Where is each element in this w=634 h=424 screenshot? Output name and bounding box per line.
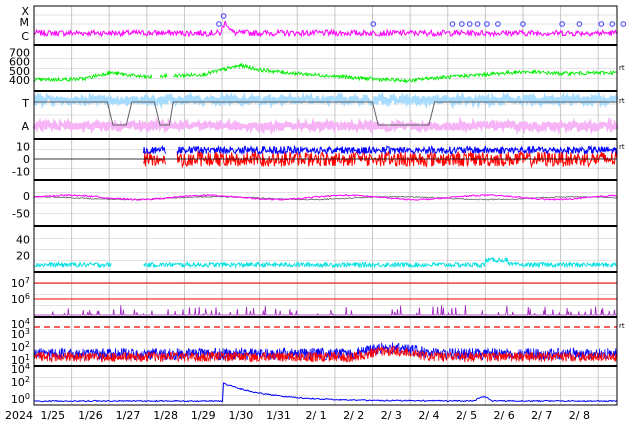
speed-ytick-label: 500 xyxy=(9,65,30,78)
density-band xyxy=(32,116,619,136)
bt-series-line xyxy=(143,144,618,156)
flare-event-marker xyxy=(466,21,473,27)
proton-ytick-label: 104 xyxy=(11,317,30,331)
speed-ytick-label: 400 xyxy=(9,74,30,87)
date-tick-label: 2/ 1 xyxy=(305,409,326,422)
flare-level-label: M xyxy=(20,16,30,29)
date-tick-label: 1/27 xyxy=(116,409,141,422)
flare-event-marker xyxy=(459,21,465,27)
flare-event-marker xyxy=(620,21,627,27)
date-tick-label: 2/ 4 xyxy=(418,409,439,422)
speed-ytick-label: 700 xyxy=(9,47,30,60)
pressure-series-line xyxy=(33,194,618,201)
xray-ytick-label: 104 xyxy=(11,362,30,376)
phase-step-line xyxy=(34,101,617,126)
flare-event-marker xyxy=(474,21,481,27)
speed-series-line xyxy=(33,61,618,84)
electron-series-line xyxy=(34,305,617,317)
ae-series-line xyxy=(33,256,618,269)
ae-ytick-label: 20 xyxy=(16,249,30,262)
date-tick-label: 1/31 xyxy=(266,409,291,422)
proton-ytick-label: 103 xyxy=(11,327,30,341)
panel-note: rt xyxy=(619,143,625,151)
electron-ytick-label: 107 xyxy=(11,276,30,290)
bz-ytick-label: -10 xyxy=(12,166,30,179)
temperature-label: T xyxy=(21,97,29,110)
date-tick-label: 2/ 6 xyxy=(494,409,515,422)
pressure-ytick-label: -50 xyxy=(12,208,30,221)
flare-event-marker xyxy=(609,21,616,27)
flare-event-marker xyxy=(576,21,583,27)
date-tick-label: 1/30 xyxy=(229,409,254,422)
flare-event-marker xyxy=(495,21,501,27)
temperature-band xyxy=(33,90,619,110)
pressure-ytick-label: 0 xyxy=(23,190,30,203)
date-tick-label: 1/28 xyxy=(153,409,178,422)
flare-event-marker xyxy=(520,21,526,27)
bz-ytick-label: 0 xyxy=(23,153,30,166)
bz-series-line xyxy=(143,149,618,169)
bz-ytick-label: 10 xyxy=(16,140,30,153)
year-label: 2024 xyxy=(5,409,33,422)
axis-labels: XMC700600500400rtTArt100-10rt0-504020107… xyxy=(5,5,625,422)
xray-ytick-label: 100 xyxy=(11,392,30,406)
date-tick-label: 1/25 xyxy=(40,409,65,422)
xray-series-line xyxy=(33,382,618,403)
panel-note: rt xyxy=(619,64,625,72)
grid-lines xyxy=(33,6,617,405)
flare-level-label: X xyxy=(21,5,29,18)
series-group xyxy=(32,13,627,403)
ae-ytick-label: 40 xyxy=(16,234,30,247)
date-tick-label: 2/ 5 xyxy=(456,409,477,422)
date-tick-label: 2/ 7 xyxy=(531,409,552,422)
panel-note: rt xyxy=(619,322,625,330)
date-tick-label: 2/ 2 xyxy=(343,409,364,422)
proton-ytick-label: 102 xyxy=(11,340,30,354)
xray-ytick-label: 102 xyxy=(11,375,30,389)
flare-event-marker xyxy=(559,21,565,27)
speed-ytick-label: 600 xyxy=(9,56,30,69)
date-tick-label: 1/29 xyxy=(191,409,216,422)
date-tick-label: 1/26 xyxy=(78,409,103,422)
panel-note: rt xyxy=(619,97,625,105)
flare-level-label: C xyxy=(21,30,29,43)
flare-series-line xyxy=(33,20,618,38)
flare-event-marker xyxy=(220,13,227,19)
electron-ytick-label: 106 xyxy=(11,292,30,306)
date-tick-label: 2/ 8 xyxy=(569,409,590,422)
panel-frames xyxy=(33,5,618,406)
flare-event-marker xyxy=(370,21,377,27)
plot-border xyxy=(33,5,618,406)
flare-event-marker xyxy=(598,21,605,27)
flare-event-marker xyxy=(216,21,222,27)
date-tick-label: 2/ 3 xyxy=(381,409,402,422)
flare-event-marker xyxy=(449,21,456,27)
density-label: A xyxy=(21,120,29,133)
proton-ytick-label: 101 xyxy=(11,353,30,367)
flare-event-marker xyxy=(484,21,490,27)
proton-low-series xyxy=(33,345,618,363)
